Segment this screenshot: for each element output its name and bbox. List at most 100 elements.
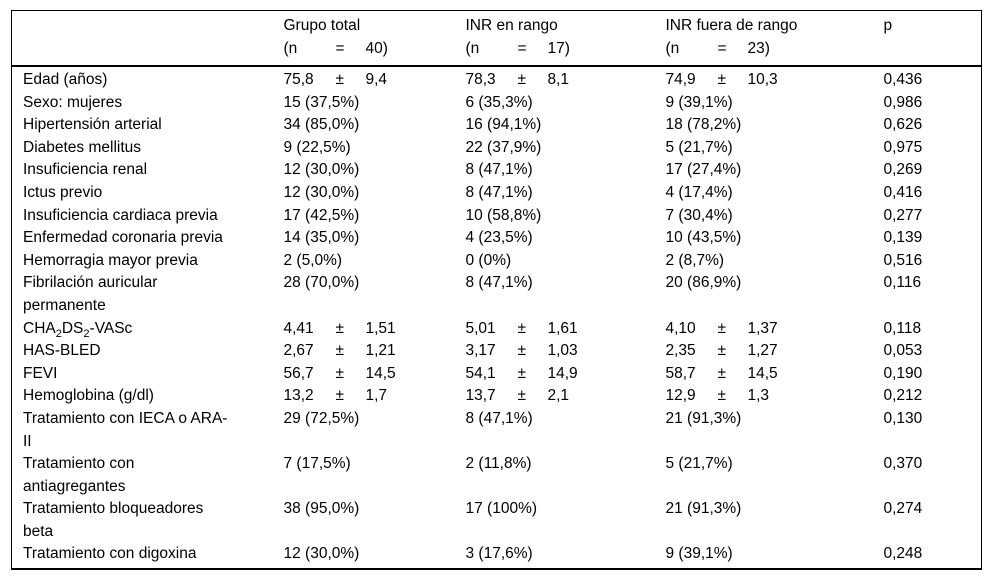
p-value: 0,274 [883,500,923,518]
p-value: 0,277 [883,206,923,224]
sd-value: 1,37 [747,319,778,337]
row-value: 8 (47,1%) [465,183,533,201]
sd-value: 1,61 [547,319,578,337]
table-row: Tratamiento con IECA o ARA- II 29 (72,5%)… [12,408,982,453]
row-value: 58,7 ±14,5 [666,363,884,386]
p-value: 0,516 [883,251,923,269]
mean-value: 56,7 [283,364,314,382]
mean-value: 54,1 [465,364,496,382]
row-label: Ictus previo [23,183,103,201]
row-label: Tratamiento con IECA o ARA- II [23,409,228,450]
row-value: 2 (8,7%) [665,251,725,269]
row-value: 56,7 ±14,5 [284,363,466,386]
row-value: 34 (85,0%) [283,116,360,134]
plus-minus-sign: ± [335,71,345,88]
row-label: Tratamiento con digoxina [23,545,197,563]
table-container: Grupo total (n = 40) INR en rango (n = 17) I… [11,10,982,571]
plus-minus-sign: ± [517,319,527,337]
header-row: Grupo total (n = 40) INR en rango (n = 17) I… [11,11,982,67]
table-row: Tratamiento con antiagregantes 7 (17,5%) 2… [12,453,982,498]
column-header-inr-fuera-de-rango: INR fuera de rango (n = 23) [666,11,884,67]
row-value: 5 (21,7%) [665,138,733,156]
row-label: Insuficiencia cardiaca previa [23,206,218,224]
row-value: 4 (23,5%) [465,229,533,247]
row-value: 54,1 ±14,9 [466,363,666,386]
plus-minus-sign: ± [517,71,527,88]
header-label-blank [12,11,284,67]
column-n-line: (n = 40) [283,39,388,57]
p-value: 0,116 [883,274,922,292]
row-value: 17 (27,4%) [665,161,742,179]
row-value: 2 (5,0%) [283,251,343,269]
p-value: 0,416 [883,183,923,201]
column-title: Grupo total [283,17,361,34]
sd-value: 1,3 [747,387,770,405]
row-value: 75,8 ±9,4 [284,66,466,92]
row-value: 10 (58,8%) [465,206,542,224]
table-row: Insuficiencia renal 12 (30,0%) 8 (47,1%) 17… [12,159,982,182]
row-value: 21 (91,3%) [665,500,742,518]
column-header-p: p [883,17,893,34]
p-value: 0,975 [883,138,923,156]
table-row: Tratamiento con digoxina 12 (30,0%) 3 (17,… [12,543,982,569]
table-row: HAS-BLED 2,67 ±1,21 3,17 ±1,03 2,35 ±1,27 0,053 [12,340,982,363]
row-value: 12 (30,0%) [283,161,360,179]
row-value: 3,17 ±1,03 [466,340,666,363]
p-value: 0,212 [883,387,923,405]
row-label: Hipertensión arterial [23,116,162,134]
table-row: Enfermedad coronaria previa 14 (35,0%) 4 (… [12,227,982,250]
plus-minus-sign: ± [517,342,527,360]
row-value: 8 (47,1%) [465,409,533,427]
mean-value: 2,35 [665,342,696,360]
row-value: 28 (70,0%) [283,274,360,292]
table-row: Diabetes mellitus 9 (22,5%) 22 (37,9%) 5 (2… [12,137,982,160]
row-value: 6 (35,3%) [465,93,533,111]
plus-minus-sign: ± [517,364,527,382]
row-value: 10 (43,5%) [665,229,742,247]
p-value: 0,269 [883,161,923,179]
plus-minus-sign: ± [335,319,345,337]
table-body: Edad (años) 75,8 ±9,4 78,3 ±8,1 74,9 ±10,3 0,43… [12,66,982,569]
table-row: Edad (años) 75,8 ±9,4 78,3 ±8,1 74,9 ±10,3 0,43… [12,66,982,92]
row-value: 78,3 ±8,1 [466,66,666,92]
row-value: 3 (17,6%) [465,545,533,563]
mean-value: 13,2 [283,387,314,405]
row-label: Tratamiento bloqueadores beta [23,500,204,540]
row-label: Enfermedad coronaria previa [23,229,223,247]
sd-value: 14,9 [547,364,578,382]
row-value: 4,10 ±1,37 [666,318,884,341]
table-row: Tratamiento bloqueadores beta 38 (95,0%) 1… [12,498,982,543]
row-value: 17 (100%) [465,500,538,518]
p-value: 0,130 [883,409,923,427]
p-value: 0,370 [883,455,923,473]
row-value: 8 (47,1%) [465,274,533,292]
p-value: 0,053 [883,342,923,360]
table-row: CHA2DS2-VASc 4,41 ±1,51 5,01 ±1,61 4,10 ±1,37 0… [12,318,982,341]
sd-value: 14,5 [747,364,778,382]
p-value: 0,248 [883,545,923,563]
table-row: Sexo: mujeres 15 (37,5%) 6 (35,3%) 9 (39,1%… [12,92,982,115]
row-label: HAS-BLED [23,342,101,360]
row-value: 12,9 ±1,3 [666,385,884,408]
row-label: Sexo: mujeres [23,93,123,111]
row-label: Hemorragia mayor previa [23,251,198,269]
row-value: 20 (86,9%) [665,274,742,292]
column-title: INR fuera de rango [665,17,798,34]
plus-minus-sign: ± [335,364,345,382]
sd-value: 1,51 [365,319,396,337]
row-value: 5 (21,7%) [665,455,733,473]
table-row: Hemoglobina (g/dl) 13,2 ±1,7 13,7 ±2,1 12,9 ±1… [12,385,982,408]
mean-value: 2,67 [283,342,314,360]
row-label: Hemoglobina (g/dl) [23,387,154,405]
plus-minus-sign: ± [717,387,727,405]
sd-value: 8,1 [547,71,570,88]
row-label: FEVI [23,364,58,382]
mean-value: 12,9 [665,387,696,405]
mean-value: 75,8 [283,71,314,88]
row-value: 2 (11,8%) [465,455,532,473]
sd-value: 2,1 [547,387,570,405]
plus-minus-sign: ± [717,319,727,337]
plus-minus-sign: ± [717,71,727,88]
sd-value: 1,03 [547,342,578,360]
column-n-line: (n = 23) [665,39,770,57]
